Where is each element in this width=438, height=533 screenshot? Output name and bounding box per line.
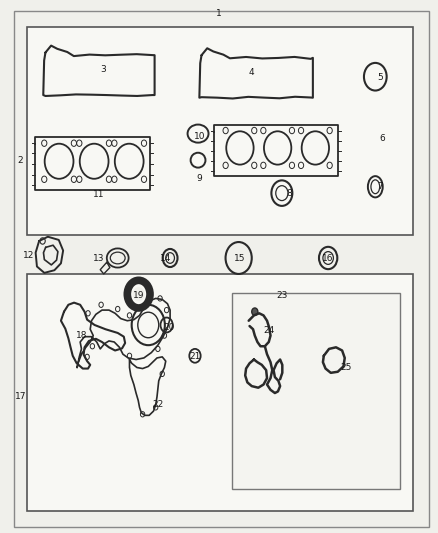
Text: 9: 9: [197, 174, 202, 183]
Bar: [232, 293, 400, 489]
Text: 10: 10: [194, 132, 205, 141]
Text: 12: 12: [23, 252, 35, 260]
Text: 20: 20: [163, 323, 174, 332]
Text: 23: 23: [277, 291, 288, 300]
Circle shape: [252, 308, 258, 316]
Text: 21: 21: [189, 352, 201, 361]
Text: 1: 1: [216, 10, 222, 19]
Text: 24: 24: [264, 326, 275, 335]
Text: 18: 18: [76, 331, 87, 340]
Text: 14: 14: [160, 254, 171, 263]
Text: 6: 6: [380, 134, 385, 143]
Text: 13: 13: [93, 254, 105, 263]
Text: 25: 25: [340, 363, 351, 372]
Text: 22: 22: [152, 400, 163, 409]
Text: 8: 8: [286, 189, 292, 198]
Text: 11: 11: [93, 190, 105, 199]
Text: 19: 19: [132, 291, 144, 300]
Text: 16: 16: [322, 254, 334, 263]
Text: 15: 15: [234, 254, 246, 263]
Text: 2: 2: [18, 156, 23, 165]
Bar: [27, 27, 413, 235]
Text: 7: 7: [378, 182, 383, 191]
Text: 17: 17: [14, 392, 26, 401]
Text: 3: 3: [100, 66, 106, 74]
Text: 5: 5: [378, 73, 383, 82]
Text: 4: 4: [249, 68, 254, 77]
Bar: [27, 274, 413, 511]
Circle shape: [134, 288, 144, 301]
